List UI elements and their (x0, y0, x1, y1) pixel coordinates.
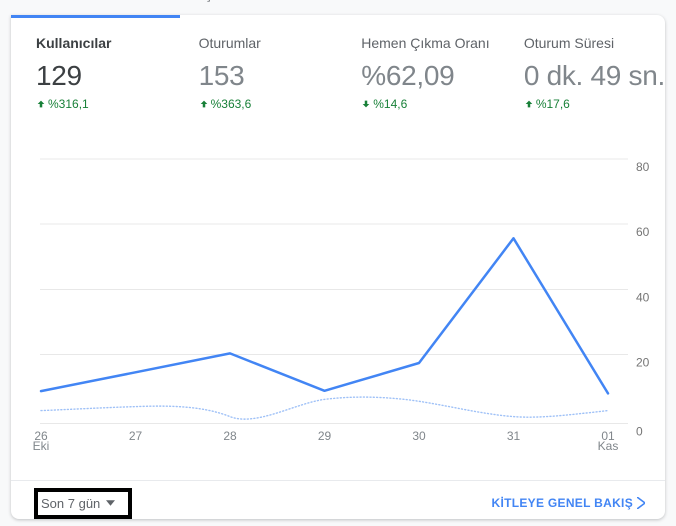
svg-text:30: 30 (412, 429, 426, 443)
svg-text:31: 31 (507, 429, 521, 443)
svg-text:Eki: Eki (33, 439, 50, 453)
svg-text:20: 20 (636, 356, 650, 370)
svg-text:28: 28 (223, 429, 237, 443)
svg-text:60: 60 (636, 225, 650, 239)
svg-text:Kas: Kas (598, 439, 619, 453)
svg-text:27: 27 (129, 429, 143, 443)
svg-text:80: 80 (636, 160, 650, 174)
svg-text:29: 29 (318, 429, 332, 443)
svg-text:0: 0 (636, 425, 643, 439)
svg-text:40: 40 (636, 291, 650, 305)
